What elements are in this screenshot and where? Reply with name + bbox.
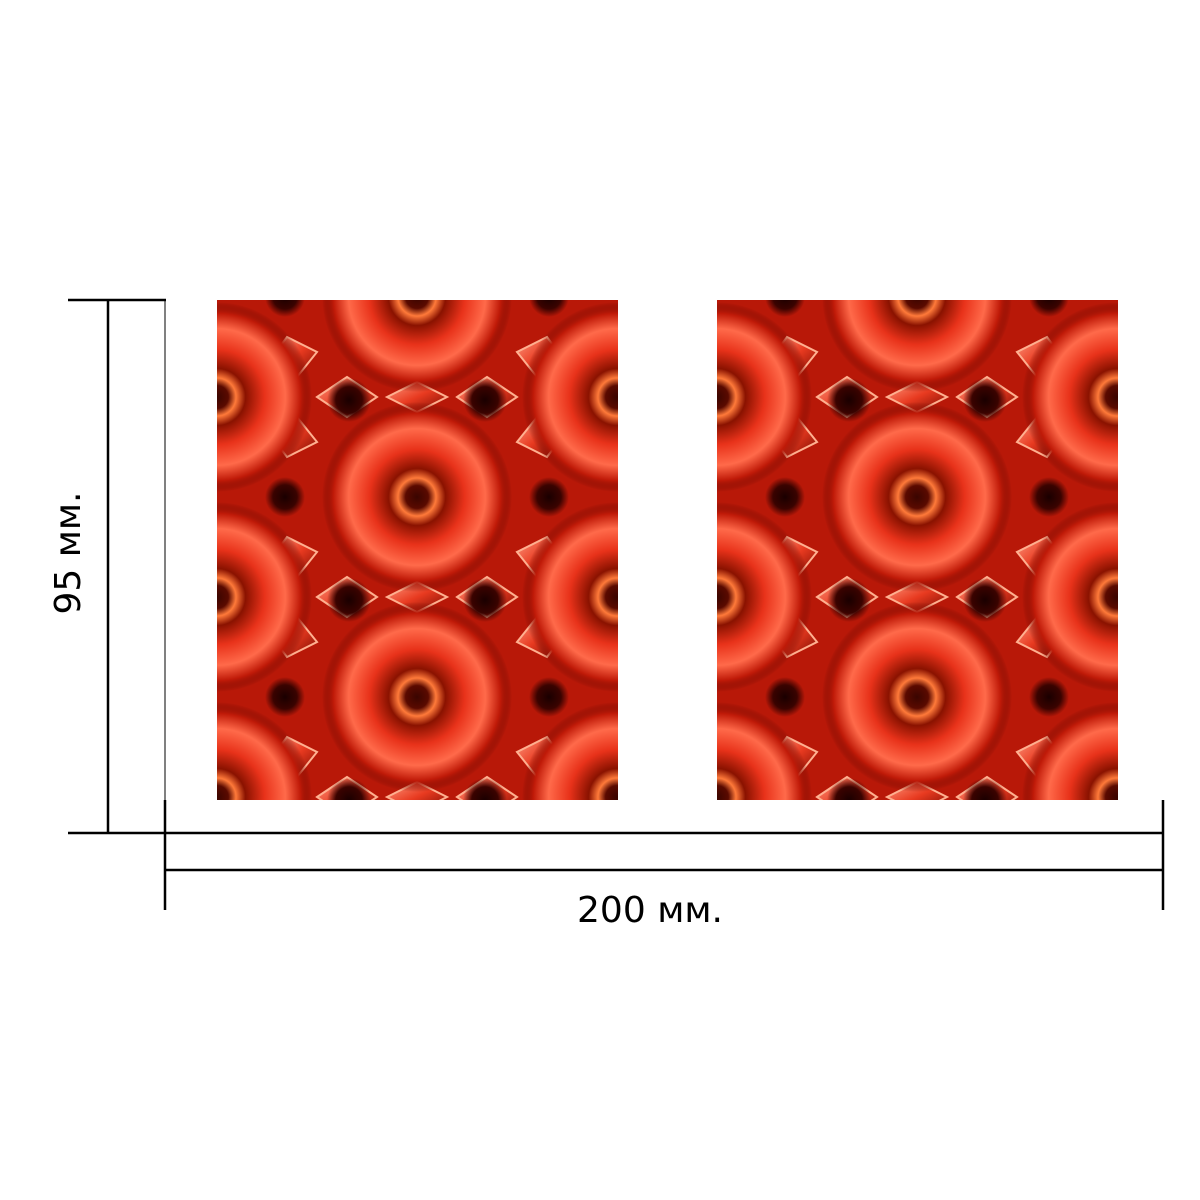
pattern-panel [217, 300, 618, 800]
pattern-panel [717, 300, 1118, 800]
width-label: 200 мм. [577, 890, 723, 931]
width-dimension: 200 мм. [163, 800, 1165, 931]
height-label: 95 мм. [48, 491, 89, 614]
pattern-tile [217, 300, 618, 800]
height-dimension: 95 мм. [48, 298, 166, 835]
